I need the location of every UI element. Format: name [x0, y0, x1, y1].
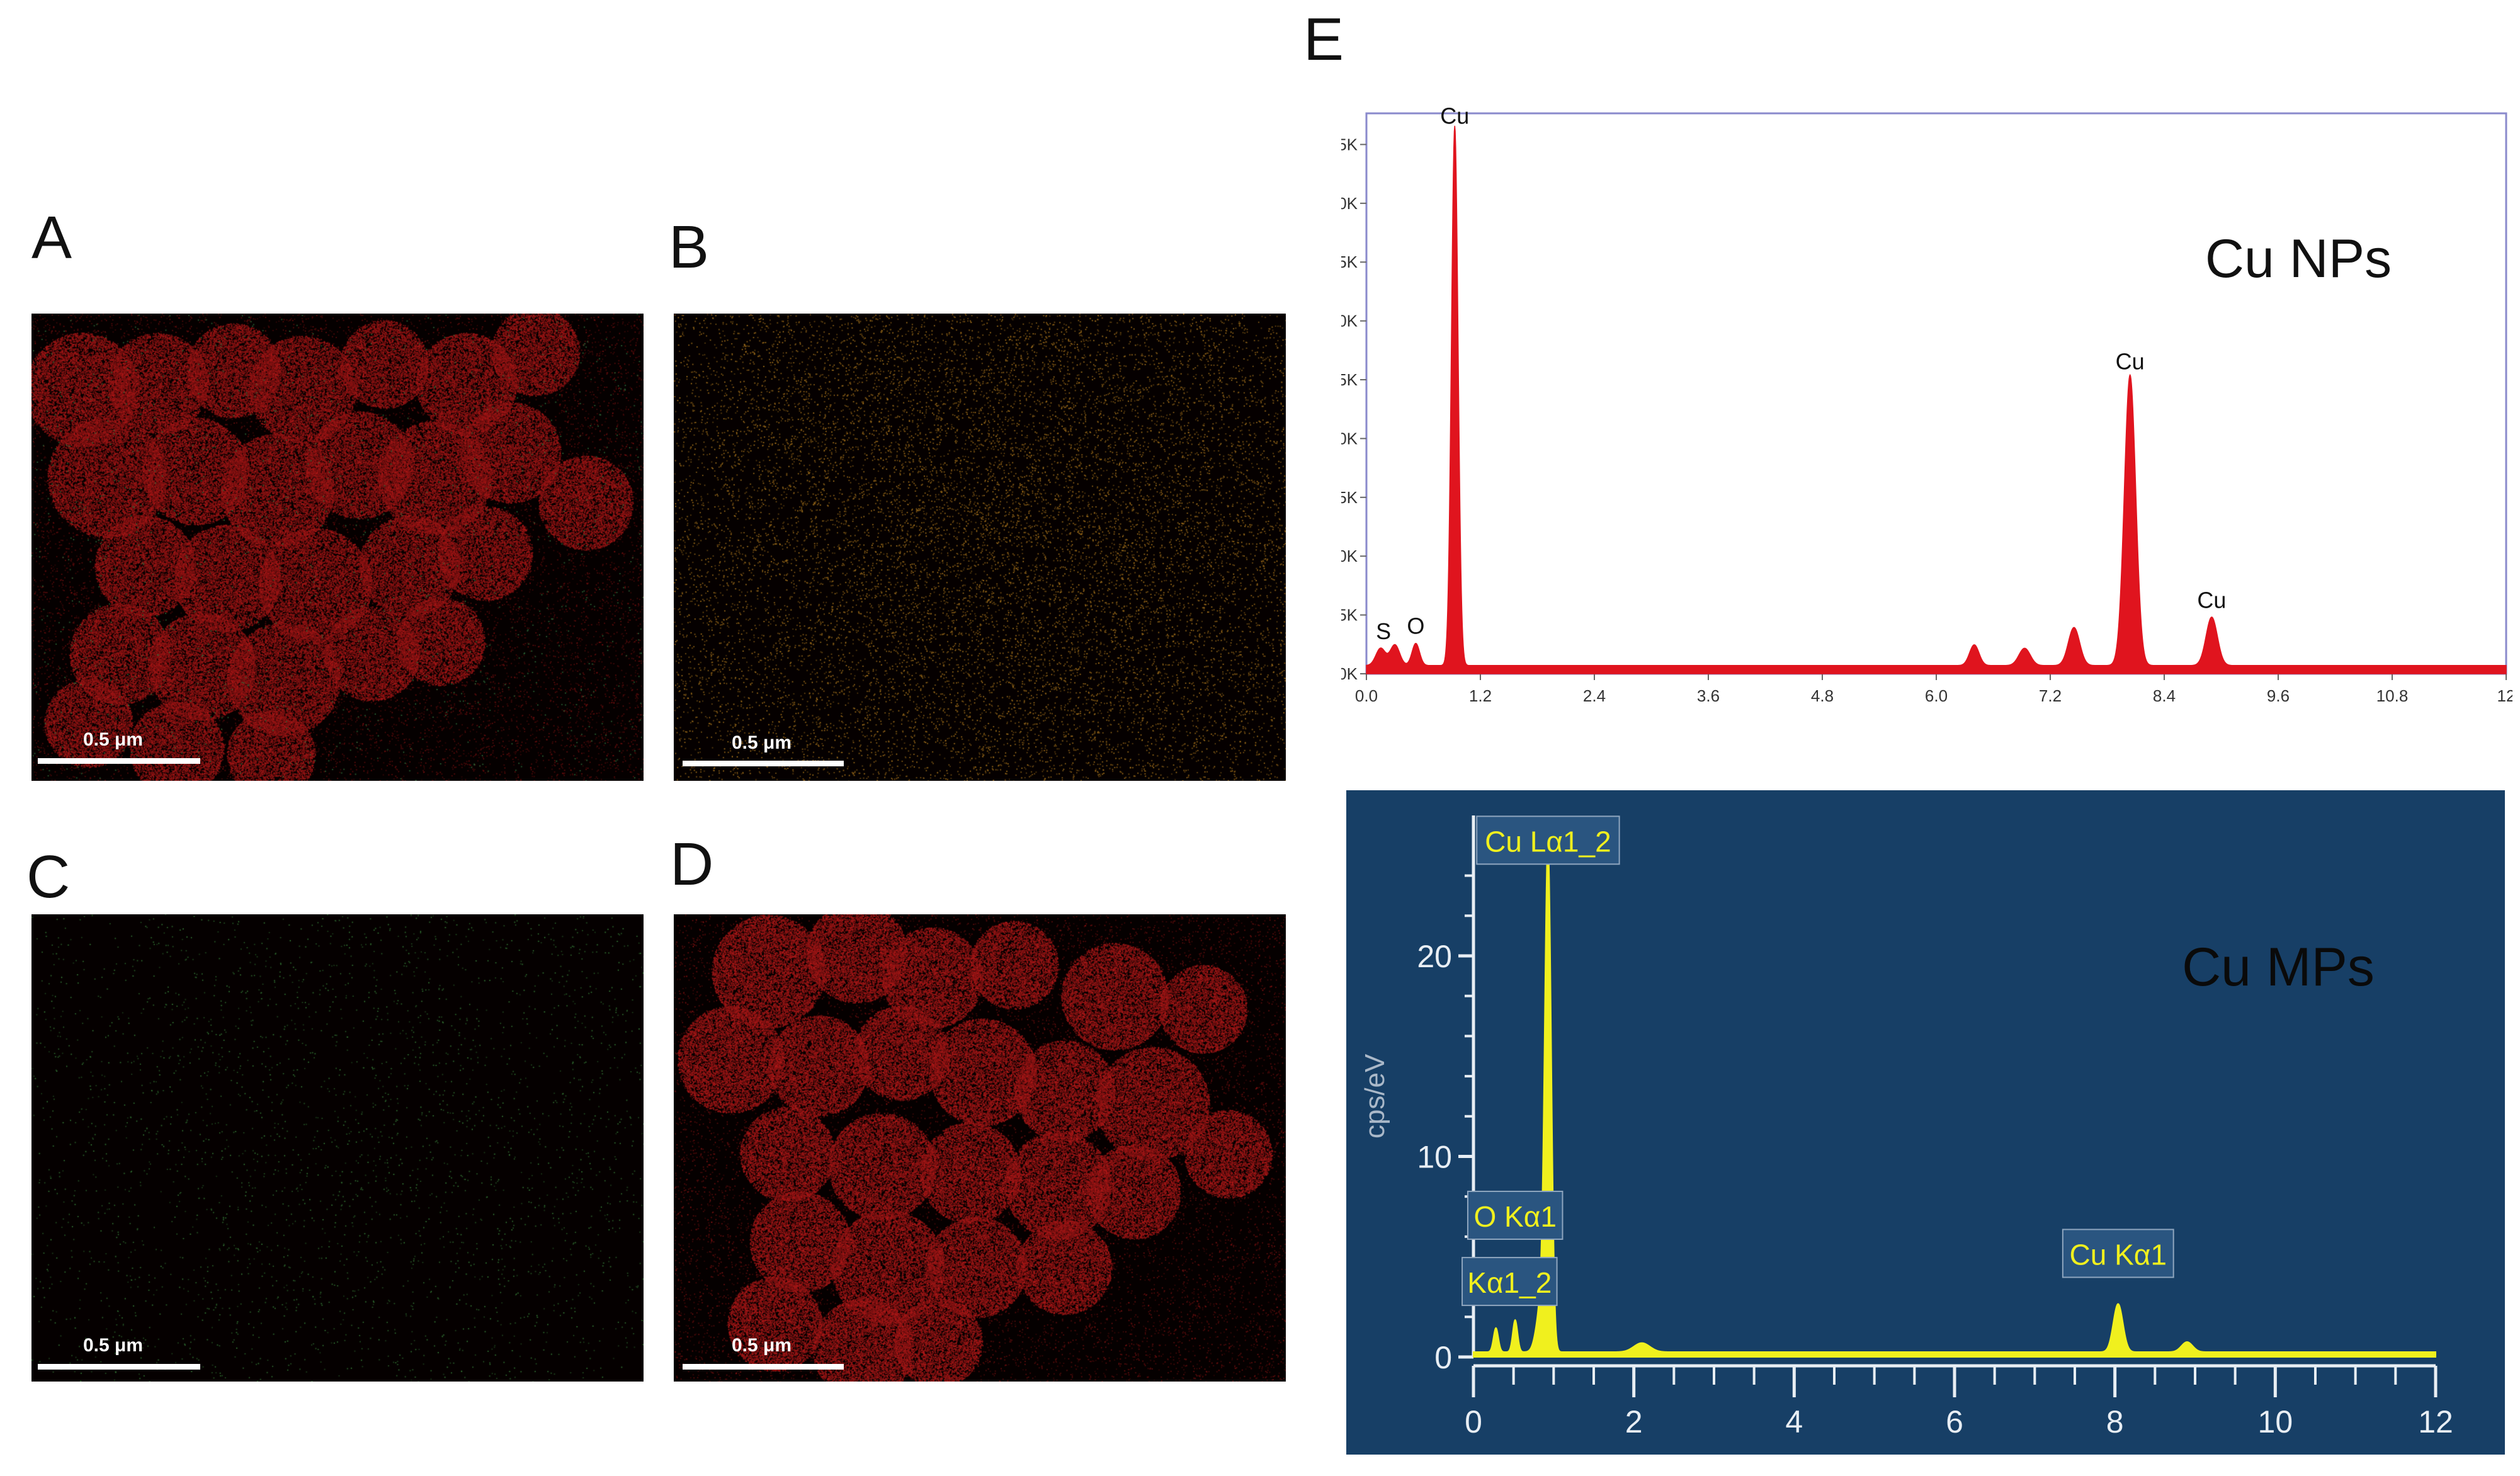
- mps-peak-label-box: [2062, 1229, 2174, 1278]
- element-map-c-image: [31, 914, 644, 1382]
- eds-spectrum-mps: 0 10 20 0 2 4 6 8 10 12 cps/eV Cu Lα1_2 O Kα1 Kα1_2 Cu…: [1346, 790, 2505, 1455]
- nps-y-tick-label: 0.85K: [1341, 606, 1358, 625]
- mps-x-tick-label: 0: [1465, 1404, 1482, 1439]
- mps-chart-title: Cu MPs: [2182, 937, 2375, 997]
- nps-spectrum-fill: [1366, 125, 2507, 674]
- mps-x-tick-label: 12: [2418, 1404, 2453, 1439]
- panel-letter-e: E: [1303, 6, 1344, 73]
- nps-y-tick-label: 0.00K: [1341, 664, 1358, 683]
- nps-peak-label: O: [1407, 613, 1424, 639]
- nps-chart-title: Cu NPs: [2205, 229, 2392, 289]
- mps-x-tick-label: 4: [1785, 1404, 1803, 1439]
- scale-label-d: 0.5 μm: [732, 1335, 792, 1356]
- nps-peak-label: S: [1376, 618, 1391, 644]
- mps-y-axis-label: cps/eV: [1359, 1053, 1390, 1138]
- eds-spectrum-mps-svg: 0 10 20 0 2 4 6 8 10 12 cps/eV Cu Lα1_2 O Kα1 Kα1_2 Cu…: [1346, 790, 2505, 1455]
- nps-x-tick-label: 10.8: [2376, 686, 2409, 705]
- scale-bar-b: [683, 761, 844, 766]
- nps-y-tick-label: 2.55K: [1341, 488, 1358, 507]
- nps-x-tick-label: 8.4: [2153, 686, 2176, 705]
- panel-letter-c: C: [26, 843, 71, 911]
- nps-y-tick-label: 7.65K: [1341, 135, 1358, 154]
- scale-label-c: 0.5 μm: [83, 1335, 144, 1356]
- mps-peak-label: Kα1_2: [1467, 1266, 1552, 1299]
- nps-plot-frame: [1365, 112, 2507, 675]
- nps-x-tick-label: 12: [2497, 686, 2512, 705]
- nps-y-tick-label: 3.40K: [1341, 429, 1358, 448]
- mps-x-tick-label: 10: [2258, 1404, 2293, 1439]
- scale-label-a: 0.5 μm: [83, 729, 144, 750]
- element-map-d: 0.5 μm: [674, 914, 1286, 1382]
- mps-peak-label: Cu Kα1: [2070, 1238, 2167, 1271]
- element-map-b: 0.5 μm: [674, 314, 1286, 781]
- mps-peak-label-box: [1476, 815, 1620, 865]
- nps-peak-label: Cu: [2116, 349, 2145, 375]
- element-map-b-image: [674, 314, 1286, 781]
- nps-x-tick-label: 0.0: [1355, 686, 1378, 705]
- mps-peak-label: Cu Lα1_2: [1485, 825, 1611, 858]
- nps-x-tick-label: 2.4: [1583, 686, 1606, 705]
- nps-peak-label: Cu: [1440, 107, 1469, 128]
- mps-peak-label-box: [1467, 1190, 1564, 1240]
- mps-y-tick-label: 20: [1417, 939, 1452, 974]
- element-map-a-image: [31, 314, 644, 781]
- element-map-a: 0.5 μm: [31, 314, 644, 781]
- mps-peak-label: O Kα1: [1474, 1200, 1557, 1233]
- nps-y-tick-label: 1.70K: [1341, 547, 1358, 565]
- nps-x-tick-label: 1.2: [1469, 686, 1492, 705]
- element-map-c: 0.5 μm: [31, 914, 644, 1382]
- scale-bar-d: [683, 1364, 844, 1370]
- panel-letter-b: B: [669, 213, 710, 281]
- scale-bar-a: [38, 758, 200, 764]
- mps-y-tick-label: 10: [1417, 1139, 1452, 1174]
- eds-spectrum-nps: 0.00K 0.85K 1.70K 2.55K 3.40K 4.25K 5.10K 5.95K…: [1315, 103, 2515, 749]
- mps-x-tick-label: 2: [1625, 1404, 1643, 1439]
- nps-x-tick-label: 9.6: [2267, 686, 2290, 705]
- nps-y-tick-label: 5.95K: [1341, 253, 1358, 271]
- mps-y-tick-label: 0: [1434, 1340, 1452, 1375]
- mps-x-tick-label: 8: [2106, 1404, 2124, 1439]
- nps-x-tick-label: 3.6: [1697, 686, 1720, 705]
- mps-peak-label-box: [1461, 1257, 1558, 1307]
- eds-spectrum-nps-svg: 0.00K 0.85K 1.70K 2.55K 3.40K 4.25K 5.10K 5.95K…: [1315, 103, 2515, 705]
- nps-y-tick-label: 6.80K: [1341, 194, 1358, 213]
- panel-letter-d: D: [670, 831, 714, 898]
- element-map-d-image: [674, 914, 1286, 1382]
- scale-label-b: 0.5 μm: [732, 732, 792, 753]
- nps-x-tick-label: 6.0: [1925, 686, 1948, 705]
- panel-letter-a: A: [31, 204, 72, 271]
- nps-y-tick-label: 4.25K: [1341, 370, 1358, 389]
- nps-peak-label: Cu: [2197, 588, 2226, 613]
- mps-spectrum-fill: [1473, 839, 2436, 1358]
- nps-x-tick-label: 4.8: [1811, 686, 1834, 705]
- nps-y-tick-label: 5.10K: [1341, 312, 1358, 331]
- mps-x-tick-label: 6: [1946, 1404, 1963, 1439]
- nps-x-tick-label: 7.2: [2039, 686, 2062, 705]
- scale-bar-c: [38, 1364, 200, 1370]
